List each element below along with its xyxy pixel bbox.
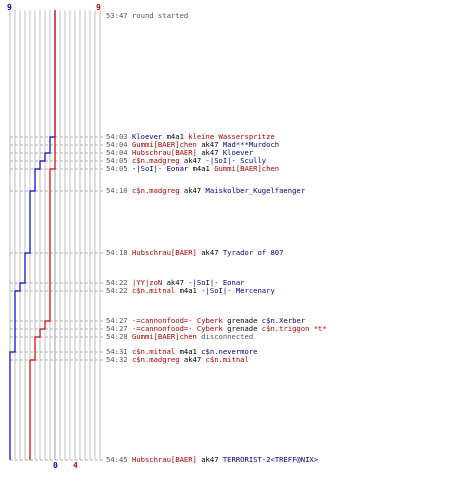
red-team-line	[29, 10, 56, 460]
event-time: 54:22	[106, 286, 128, 295]
event-time: 54:32	[106, 355, 128, 364]
event-row: 54:05 c$n.madgreg ak47 -|SoI|- Scully	[106, 157, 270, 165]
event-victim: TERRORIST-2<TREFF@NIX>	[222, 455, 319, 464]
event-row: 54:03 Kloever m4a1 kleine Wasserspritze	[106, 133, 279, 141]
event-attacker: c$n.mitnal	[131, 347, 176, 356]
event-attacker: c$n.madgreg	[131, 156, 180, 165]
event-weapon: m4a1	[166, 132, 184, 141]
event-weapon: grenade	[227, 324, 258, 333]
event-time: 54:31	[106, 347, 128, 356]
team-lines	[9, 10, 56, 460]
event-row: 54:04 Gummi[BAER]chen ak47 Mad***Murdoch	[106, 141, 283, 149]
event-row: 54:04 Hubschrau[BAER] ak47 Kloever	[106, 149, 257, 157]
blue-end-count: 0	[53, 461, 58, 470]
event-time: 54:04	[106, 140, 128, 149]
event-attacker: c$n.mitnal	[131, 286, 176, 295]
event-time: 54:27	[106, 324, 128, 333]
event-attacker: Hubschrau[BAER]	[131, 248, 197, 257]
event-attacker: -|SoI|- Eonar	[131, 164, 189, 173]
event-victim: -|SoI|- Eonar	[188, 278, 245, 287]
event-row: 54:32 c$n.madgreg ak47 c$n.mitnal	[106, 356, 253, 364]
blue-team-line	[9, 10, 56, 460]
event-attacker: Gummi[BAER]chen	[131, 140, 197, 149]
event-row: 53:47 round started	[106, 12, 193, 20]
event-weapon: m4a1	[179, 347, 197, 356]
event-row: 54:27 -=cannonfood=- Cyberk grenade c$n.…	[106, 317, 309, 325]
event-weapon: ak47	[201, 140, 219, 149]
event-row: 54:22 |YY|zoN ak47 -|SoI|- Eonar	[106, 279, 249, 287]
event-time: 54:10	[106, 186, 128, 195]
event-weapon: grenade	[227, 316, 258, 325]
event-weapon: ak47	[183, 186, 202, 195]
event-attacker: Hubschrau[BAER]	[131, 455, 197, 464]
event-victim: c$n.mitnal	[205, 355, 249, 364]
event-victim: -|SoI|- Scully	[205, 156, 267, 165]
event-attacker: Hubschrau[BAER]	[131, 148, 197, 157]
event-victim: Tyrador of 807	[222, 248, 284, 257]
red-start-count: 9	[96, 3, 101, 12]
event-time: 54:27	[106, 316, 128, 325]
event-attacker: c$n.madgreg	[131, 355, 180, 364]
event-row: 54:27 -=cannonfood=- Cyberk grenade c$n.…	[106, 325, 331, 333]
event-victim: c$n.triggon *t*	[261, 324, 327, 333]
event-row: 54:22 c$n.mitnal m4a1 -|SoI|- Mercenary	[106, 287, 279, 295]
event-victim: -|SoI|- Mercenary	[201, 286, 275, 295]
event-time: 54:05	[106, 164, 128, 173]
event-time: 54:28	[106, 332, 128, 341]
event-time: 53:47	[106, 11, 128, 20]
event-weapon: m4a1	[179, 286, 197, 295]
event-attacker: |YY|zoN	[131, 278, 163, 287]
event-row: 54:10 c$n.madgreg ak47 Maiskolber_Kugelf…	[106, 187, 309, 195]
event-weapon: ak47	[201, 455, 219, 464]
event-row: 54:05 -|SoI|- Eonar m4a1 Gummi[BAER]chen	[106, 165, 283, 173]
blue-start-count: 9	[7, 3, 12, 12]
event-time: 54:22	[106, 278, 128, 287]
red-end-count: 4	[73, 461, 78, 470]
event-time: 54:18	[106, 248, 128, 257]
event-attacker: Kloever	[131, 132, 163, 141]
event-row: 54:28 Gummi[BAER]chen disconnected	[106, 333, 257, 341]
event-attacker: Gummi[BAER]chen	[131, 332, 197, 341]
event-attacker: -=cannonfood=- Cyberk	[131, 316, 223, 325]
event-weapon: round started	[131, 11, 189, 20]
event-victim: Kloever	[222, 148, 254, 157]
event-time: 54:45	[106, 455, 128, 464]
event-weapon: m4a1	[192, 164, 210, 173]
event-attacker: -=cannonfood=- Cyberk	[131, 324, 223, 333]
event-victim: Mad***Murdoch	[222, 140, 280, 149]
event-victim: Maiskolber_Kugelfaenger	[205, 186, 306, 195]
event-victim: Gummi[BAER]chen	[214, 164, 280, 173]
event-row: 54:31 c$n.mitnal m4a1 c$n.nevermore	[106, 348, 262, 356]
event-row: 54:18 Hubschrau[BAER] ak47 Tyrador of 80…	[106, 249, 288, 257]
event-weapon: disconnected	[201, 332, 254, 341]
event-time: 54:05	[106, 156, 128, 165]
event-weapon: ak47	[201, 248, 219, 257]
event-victim: kleine Wasserspritze	[188, 132, 275, 141]
event-weapon: ak47	[183, 355, 202, 364]
grid-lines	[9, 10, 101, 460]
event-attacker: c$n.madgreg	[131, 186, 180, 195]
event-weapon: ak47	[183, 156, 202, 165]
event-time: 54:04	[106, 148, 128, 157]
event-weapon: ak47	[166, 278, 184, 287]
event-victim: c$n.Xerber	[261, 316, 306, 325]
event-victim: c$n.nevermore	[201, 347, 258, 356]
event-row: 54:45 Hubschrau[BAER] ak47 TERRORIST-2<T…	[106, 456, 322, 464]
event-weapon: ak47	[201, 148, 219, 157]
event-time: 54:03	[106, 132, 128, 141]
